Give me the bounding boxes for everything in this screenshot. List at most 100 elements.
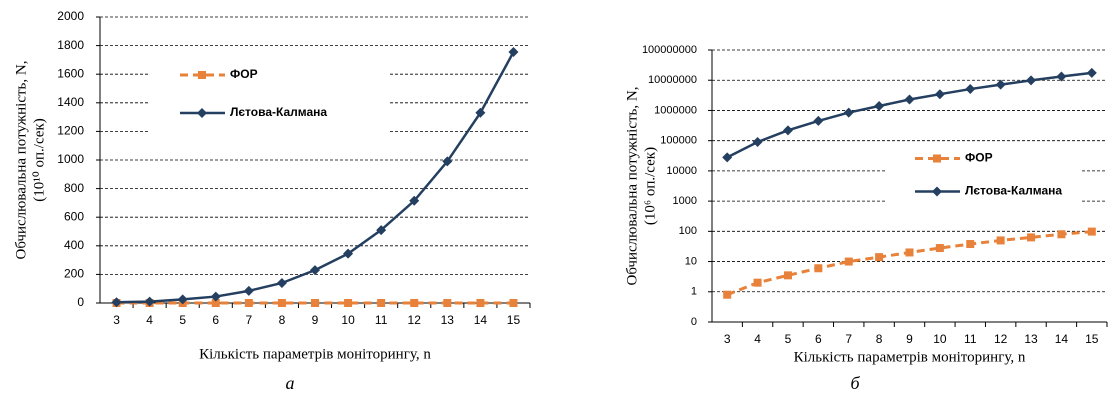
x-axis-title: Кількість параметрів моніторингу, n <box>794 349 1026 365</box>
point-marker <box>934 89 945 100</box>
point-marker <box>197 108 207 118</box>
point-marker <box>1087 227 1096 236</box>
chart: 0 200 400 600 800 1000 1200 1400 1600 1800 2000 3 4 5… <box>13 9 531 393</box>
point-marker <box>753 278 762 287</box>
legend-label: Лєтова-Калмана <box>230 105 327 119</box>
y-tick-label: 0 <box>77 295 84 309</box>
y-tick-label: 1400 <box>57 95 84 109</box>
point-marker <box>476 299 485 307</box>
y-tick-label: 1000 <box>57 152 84 166</box>
x-tick-label: 12 <box>994 332 1008 346</box>
point-marker <box>111 297 122 308</box>
point-marker <box>443 299 452 307</box>
point-marker <box>783 271 792 280</box>
y-axis-title: (10⁶ оп./сек) <box>642 147 658 225</box>
point-marker <box>310 265 320 276</box>
x-tick-label: 10 <box>933 332 947 346</box>
point-marker <box>376 225 387 236</box>
x-tick-label: 7 <box>845 332 852 346</box>
y-tick-label: 100000 <box>660 135 697 147</box>
point-marker <box>813 115 824 126</box>
y-tick-label: 1200 <box>57 124 84 138</box>
x-tick-label: 15 <box>507 313 521 327</box>
y-tick-label: 800 <box>64 181 84 195</box>
point-marker <box>933 154 941 163</box>
point-marker <box>965 84 976 95</box>
y-tick-label: 1 <box>691 286 697 298</box>
point-marker <box>1057 230 1066 239</box>
x-tick-label: 4 <box>754 332 761 346</box>
point-marker <box>198 71 206 79</box>
y-axis-title: (10¹⁰ оп./сек) <box>31 118 47 201</box>
y-tick-label: 1000000 <box>654 104 697 116</box>
point-marker <box>874 101 885 112</box>
legend-label: Лєтова-Калмана <box>965 184 1062 198</box>
y-tick-label: 1000 <box>673 195 697 207</box>
y-tick-label: 1600 <box>57 66 84 80</box>
point-marker <box>508 47 519 58</box>
legend-label: ФОР <box>965 151 993 165</box>
x-tick-label: 12 <box>408 313 422 327</box>
point-marker <box>144 296 155 307</box>
x-tick-label: 3 <box>113 313 120 327</box>
point-marker <box>177 294 188 305</box>
point-marker <box>344 299 353 307</box>
point-marker <box>1026 75 1037 86</box>
point-marker <box>843 107 854 118</box>
chart: 0 1 10 100 1000 10000 100000 1000000 10000000 100… <box>624 44 1108 393</box>
caption: а <box>286 373 295 393</box>
series-line <box>726 230 1092 297</box>
point-marker <box>932 186 942 197</box>
point-marker <box>343 248 354 259</box>
point-marker <box>904 94 915 105</box>
point-marker <box>995 79 1006 90</box>
x-tick-label: 7 <box>246 313 253 327</box>
legend-label: ФОР <box>230 67 258 81</box>
point-marker <box>905 248 914 257</box>
x-tick-label: 5 <box>785 332 792 346</box>
legend-box <box>150 56 390 132</box>
y-tick-label: 2000 <box>57 9 84 23</box>
point-marker <box>723 290 732 299</box>
x-tick-label: 14 <box>1055 332 1069 346</box>
y-tick-label: 600 <box>64 209 84 223</box>
x-tick-label: 13 <box>441 313 455 327</box>
y-tick-label: 1800 <box>57 38 84 52</box>
x-tick-label: 9 <box>906 332 913 346</box>
y-tick-label: 10 <box>685 255 697 267</box>
legend-box <box>885 142 1080 208</box>
x-tick-label: 6 <box>815 332 822 346</box>
x-tick-label: 11 <box>964 332 977 346</box>
y-axis-title: Обчислювальна потужність, N, <box>624 87 640 286</box>
x-tick-label: 10 <box>341 313 355 327</box>
point-marker <box>782 125 793 136</box>
point-marker <box>935 244 944 253</box>
point-marker <box>996 236 1005 245</box>
point-marker <box>844 257 853 266</box>
y-tick-label: 200 <box>64 267 84 281</box>
point-marker <box>752 137 763 148</box>
point-marker <box>210 291 221 302</box>
y-tick-label: 0 <box>691 316 697 328</box>
point-marker <box>277 299 286 307</box>
y-tick-label: 100 <box>679 225 697 237</box>
point-marker <box>244 299 253 307</box>
x-tick-label: 14 <box>474 313 488 327</box>
point-marker <box>311 299 319 307</box>
point-marker <box>1056 71 1067 82</box>
point-marker <box>875 253 884 262</box>
x-tick-label: 9 <box>312 313 319 327</box>
point-marker <box>1027 233 1036 242</box>
point-marker <box>409 195 420 206</box>
y-tick-label: 100000000 <box>642 44 697 56</box>
y-tick-label: 400 <box>64 238 84 252</box>
x-tick-label: 3 <box>724 332 731 346</box>
x-tick-label: 15 <box>1085 332 1099 346</box>
point-marker <box>1086 67 1097 78</box>
point-marker <box>243 285 254 296</box>
x-tick-label: 6 <box>212 313 219 327</box>
x-axis-title: Кількість параметрів моніторингу, n <box>199 346 431 362</box>
y-tick-label: 10000 <box>666 165 697 177</box>
point-marker <box>475 107 486 118</box>
